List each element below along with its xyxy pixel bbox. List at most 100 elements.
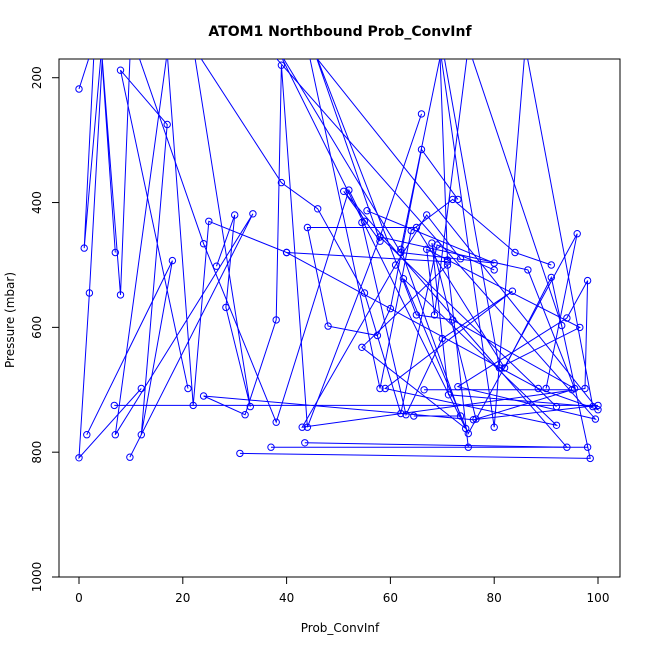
data-point (591, 415, 600, 423)
x-tick-label: 60 (383, 591, 398, 605)
data-point (573, 230, 581, 238)
y-axis: 200 400 600 800 1000 (30, 66, 59, 592)
data-point (199, 392, 208, 400)
data-point (246, 402, 255, 411)
data-point (576, 323, 584, 332)
data-point (423, 245, 431, 254)
data-point (583, 276, 592, 285)
data-point (410, 412, 418, 420)
data-point (277, 178, 286, 187)
series-line-14 (424, 59, 594, 428)
data-point (430, 311, 439, 319)
data-point (464, 429, 472, 438)
data-point (272, 316, 280, 324)
data-point (490, 423, 498, 431)
y-tick-label: 200 (30, 66, 44, 89)
data-point (212, 262, 221, 270)
data-point (423, 211, 431, 219)
data-point (420, 386, 428, 394)
data-point (563, 443, 571, 451)
data-point (581, 384, 589, 393)
data-point (236, 449, 244, 458)
data-point (417, 110, 426, 118)
y-tick-label: 800 (30, 441, 44, 464)
data-point (111, 431, 120, 439)
series-line-13 (400, 59, 581, 417)
data-point (464, 443, 472, 451)
plot-frame (58, 58, 621, 578)
data-point (376, 237, 384, 245)
data-point (298, 423, 306, 431)
data-point (542, 384, 550, 393)
data-point (376, 233, 384, 241)
data-point (249, 210, 257, 218)
x-tick-label: 40 (279, 591, 294, 605)
data-point (126, 453, 134, 461)
data-point (83, 431, 91, 439)
data-point (137, 431, 146, 439)
data-point (75, 454, 83, 462)
series-line-5 (114, 65, 599, 428)
series-line-8 (276, 59, 597, 428)
x-axis-label: Prob_ConvInf (301, 621, 380, 635)
data-point (358, 218, 366, 227)
data-point (340, 187, 348, 196)
data-point (456, 412, 465, 420)
data-point (184, 384, 192, 393)
x-axis: 0 20 40 60 80 100 (75, 577, 609, 605)
series-line-2 (101, 59, 365, 424)
data-point (324, 322, 332, 330)
series-line-4 (114, 59, 448, 458)
y-tick-label: 400 (30, 191, 44, 214)
data-point (412, 311, 421, 319)
data-point (444, 391, 453, 399)
series-line-10 (286, 59, 600, 411)
data-point (116, 66, 125, 74)
data-point (583, 443, 592, 451)
data-point (75, 85, 83, 93)
data-point (267, 443, 275, 451)
data-point (511, 248, 519, 257)
data-point (381, 384, 389, 393)
plot-area (75, 59, 602, 463)
series-line-1 (78, 59, 142, 460)
data-point (534, 384, 542, 393)
data-point (472, 415, 480, 423)
data-point (552, 421, 561, 429)
data-point (397, 245, 405, 254)
series-line-12 (361, 222, 578, 435)
y-axis-label: Pressure (mbar) (3, 272, 17, 368)
x-tick-label: 0 (75, 591, 83, 605)
data-point (449, 316, 457, 324)
data-point (163, 120, 171, 129)
data-point (314, 205, 322, 213)
data-point (589, 402, 597, 411)
chart-title: ATOM1 Northbound Prob_ConvInf (208, 24, 472, 40)
data-point (277, 61, 286, 69)
data-point (399, 275, 408, 283)
data-point (80, 244, 88, 252)
data-point (402, 411, 410, 419)
data-point (358, 343, 366, 351)
data-point (407, 226, 415, 235)
data-point (111, 248, 120, 257)
data-point (443, 261, 452, 269)
data-point (110, 401, 119, 410)
data-point (116, 291, 125, 299)
series-line-3 (86, 69, 189, 435)
data-point (222, 303, 230, 312)
data-point (272, 418, 280, 426)
data-point (282, 248, 291, 257)
y-tick-label: 1000 (30, 562, 44, 593)
x-tick-label: 100 (587, 591, 610, 605)
x-tick-label: 80 (487, 591, 502, 605)
data-point (303, 223, 312, 232)
data-point (85, 289, 94, 297)
data-point (443, 256, 452, 264)
data-point (376, 384, 384, 393)
data-point (433, 241, 441, 249)
data-point (241, 411, 249, 419)
data-point (568, 386, 576, 394)
x-tick-label: 20 (175, 591, 190, 605)
